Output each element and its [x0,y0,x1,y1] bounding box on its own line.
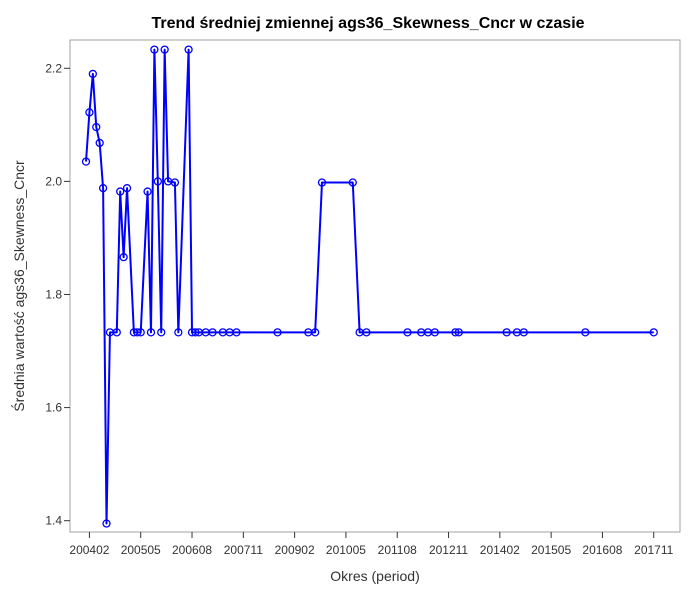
data-point [208,328,217,337]
data-point [136,328,145,337]
data-point [317,178,327,187]
data-point [430,328,440,337]
x-tick-label: 200902 [275,543,315,557]
data-point [88,69,97,79]
x-tick-label: 201505 [531,543,571,557]
data-point [581,328,590,337]
x-axis: 200402 200505 200608 200711 200902 201005 2011… [69,532,674,557]
x-tick-label: 200505 [121,543,161,557]
x-axis-label: Okres (period) [330,568,419,584]
chart-title: Trend średniej zmiennej ags36_Skewness_C… [151,15,584,32]
data-point [116,187,125,196]
x-tick-label: 201211 [429,543,468,557]
data-point [122,184,132,193]
y-tick-label: 2.0 [45,174,62,188]
data-point [649,328,658,337]
data-point [502,328,511,337]
data-point [519,328,528,337]
x-tick-label: 200608 [172,543,212,557]
data-point [119,253,128,262]
data-point [191,328,200,337]
data-point [160,45,169,54]
data-point [150,45,159,54]
data-point [362,328,371,337]
data-point [146,328,156,337]
data-point [112,328,121,337]
data-point [170,178,180,187]
data-point [451,328,460,337]
data-point [184,45,193,54]
x-tick-label: 200402 [69,543,109,557]
data-point [85,108,94,117]
y-tick-label: 2.2 [45,61,62,75]
x-tick-label: 201005 [326,543,366,557]
y-tick-label: 1.4 [45,514,62,528]
data-point [232,328,241,337]
y-tick-label: 1.8 [45,287,62,301]
data-point [95,138,104,148]
data-point [133,328,142,337]
x-tick-label: 200711 [224,543,263,557]
y-axis: 1.4 1.6 1.8 2.0 2.2 [45,61,70,528]
data-point [454,328,463,337]
x-tick-label: 201402 [480,543,520,557]
data-point [143,187,152,196]
y-axis-label: Średnia wartość ags36_Skewness_Cncr [10,160,27,412]
plot-frame [69,39,681,533]
data-point [310,328,320,337]
data-point [98,184,108,193]
data-point [92,122,101,132]
data-point [273,328,282,337]
series-layer [81,45,658,528]
x-tick-label: 201108 [378,543,417,557]
data-point [174,328,183,337]
data-point [403,328,412,337]
data-point [157,328,166,337]
data-point [102,519,111,528]
data-point [153,177,162,186]
data-point [81,157,91,166]
x-tick-label: 201608 [582,543,622,557]
data-point [348,178,357,187]
y-tick-label: 1.6 [45,401,62,415]
x-tick-label: 201711 [634,543,673,557]
